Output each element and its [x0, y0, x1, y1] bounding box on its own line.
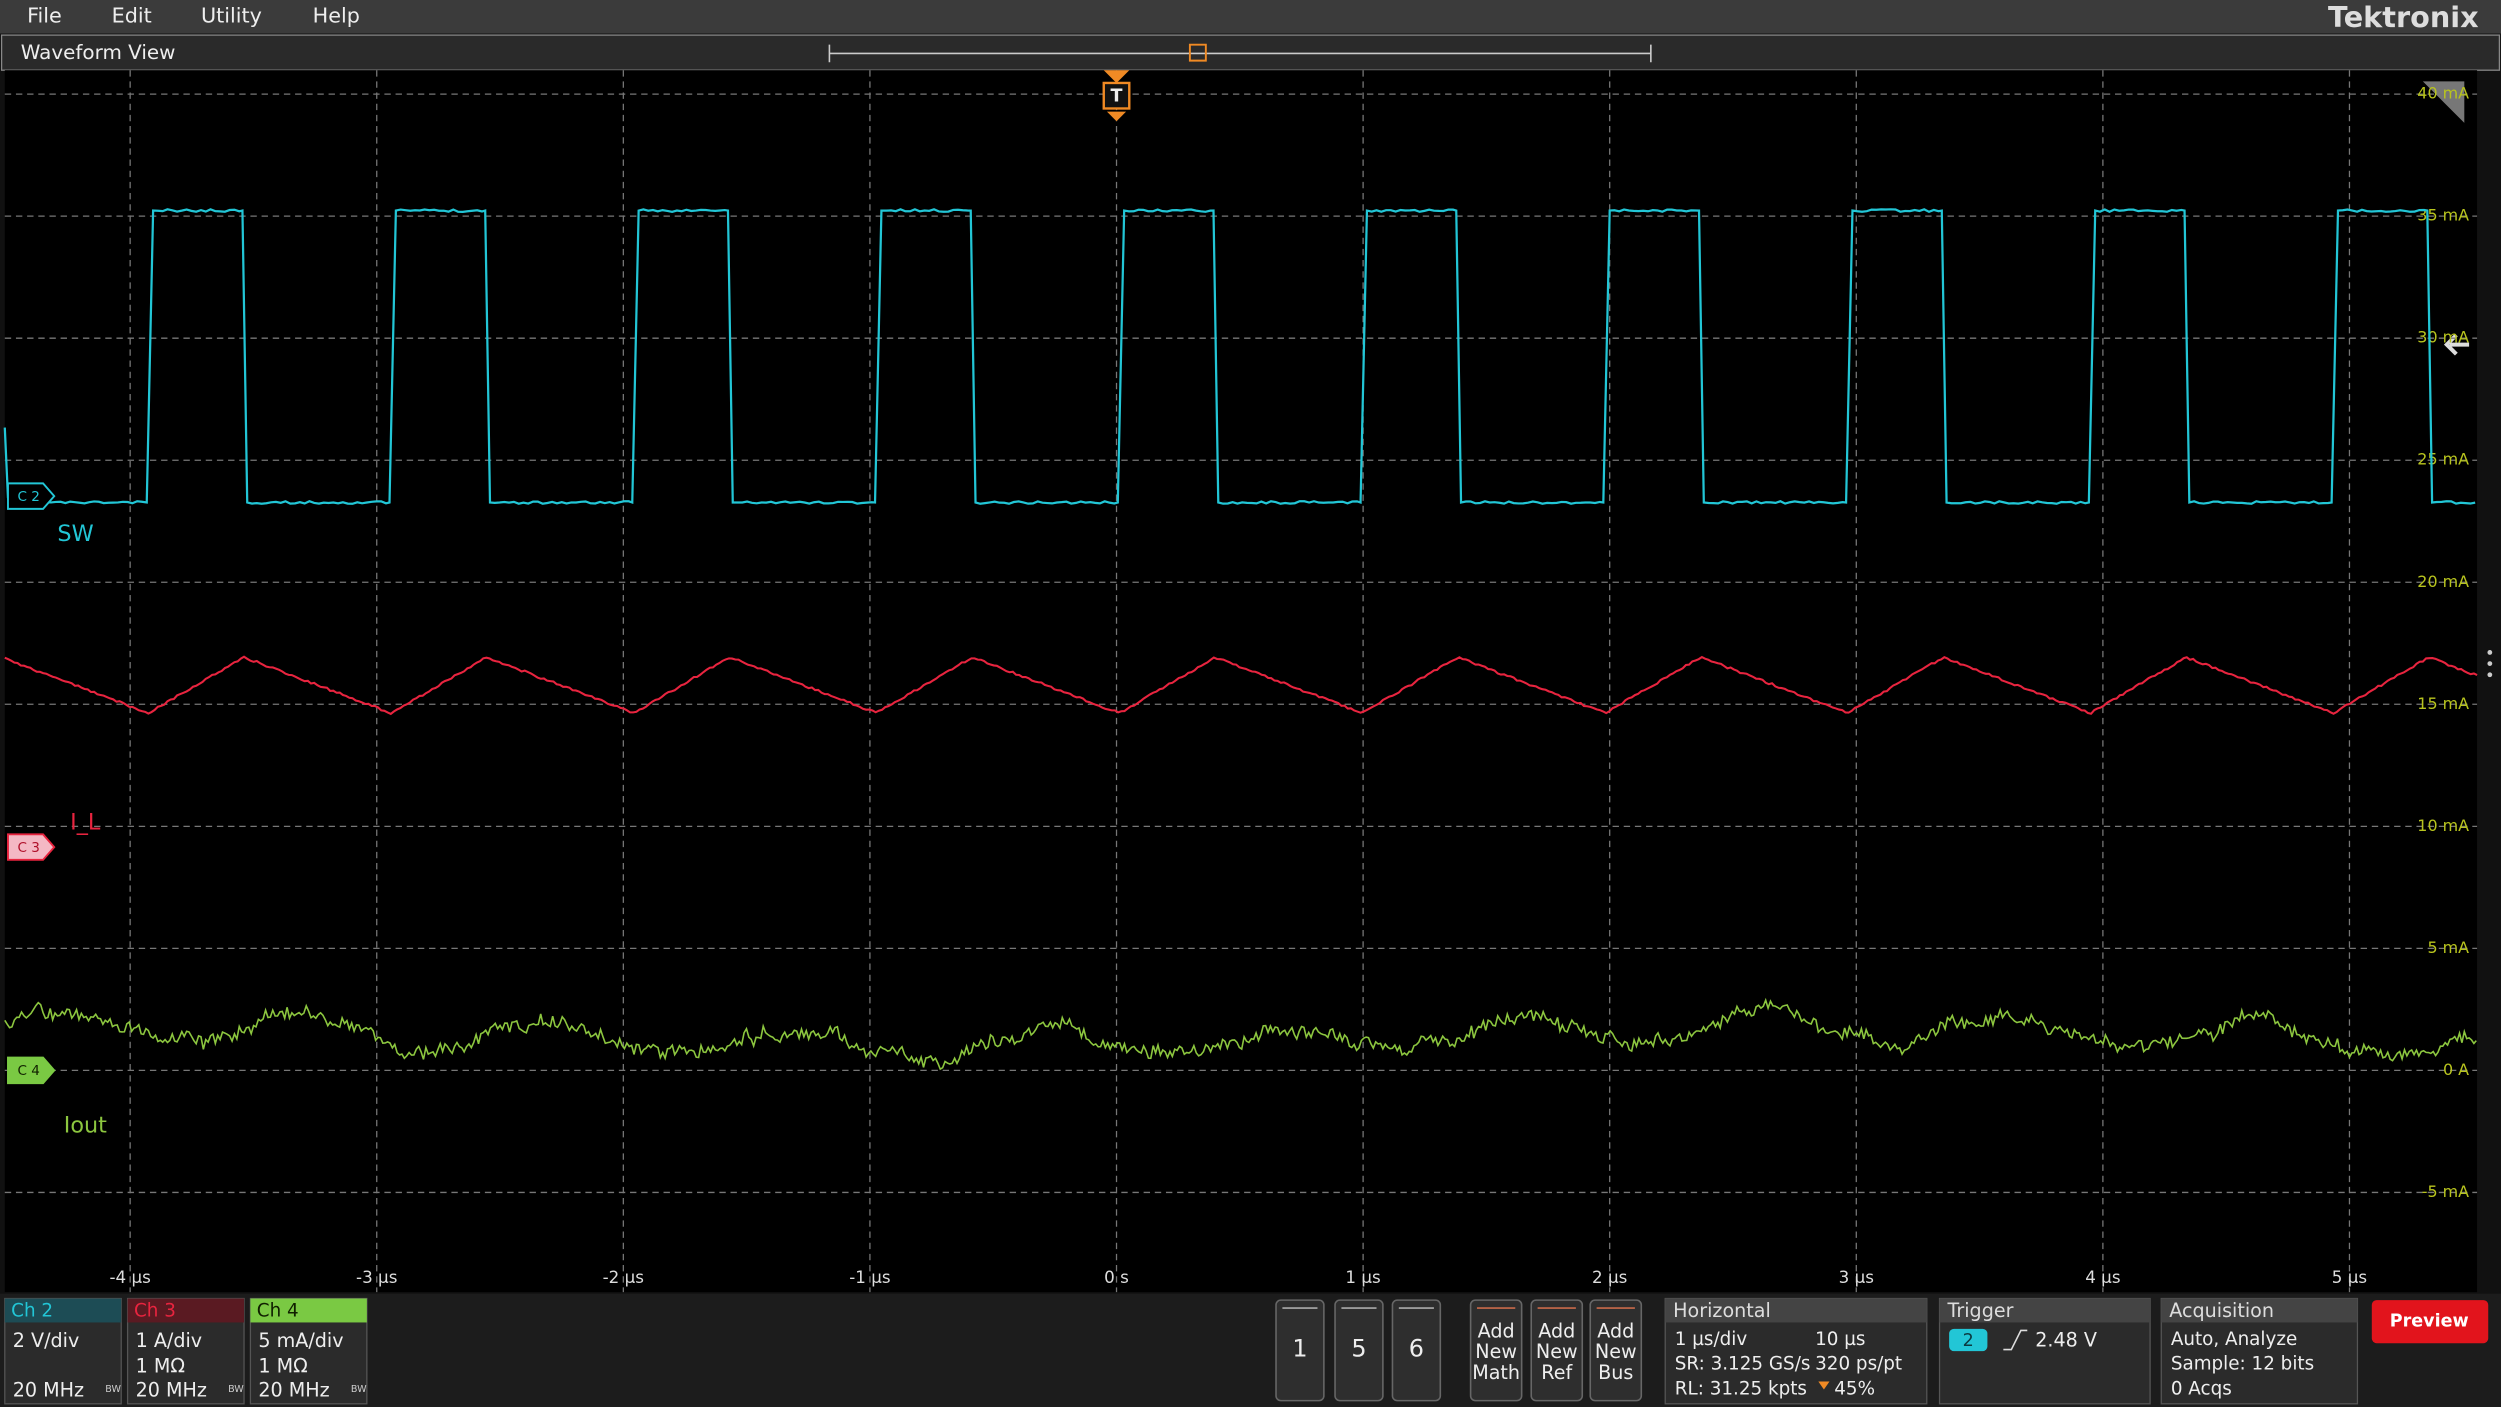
acquisition-value: Sample: 12 bits: [2171, 1354, 2314, 1375]
trigger-marker: T: [1111, 87, 1123, 107]
channel-name: SW: [57, 521, 93, 547]
dot: [2487, 650, 2492, 655]
add-button-label: Math: [1472, 1361, 1520, 1384]
badge-line: 20 MHz: [13, 1379, 84, 1402]
menu-item[interactable]: Utility: [201, 4, 262, 28]
menu-bar: [0, 0, 2501, 34]
y-label: 25 mA: [2417, 450, 2469, 469]
side-handle[interactable]: [2487, 650, 2492, 677]
add-button-label: Add: [1597, 1320, 1634, 1343]
badge-line: 20 MHz: [136, 1379, 207, 1402]
y-label: 35 mA: [2417, 206, 2469, 225]
horizontal-value: SR: 3.125 GS/s: [1675, 1354, 1811, 1375]
panel-title: Acquisition: [2169, 1299, 2274, 1322]
x-label: -2 µs: [603, 1267, 644, 1287]
x-label: 0 s: [1104, 1267, 1129, 1287]
x-label: 2 µs: [1592, 1267, 1627, 1287]
acquisition-value: Auto, Analyze: [2171, 1329, 2297, 1350]
badge-bw: BW: [105, 1384, 121, 1395]
preview-label: Preview: [2390, 1312, 2469, 1332]
add-button-label: New: [1595, 1340, 1637, 1363]
channel-marker-label: C 4: [18, 1063, 40, 1079]
x-label: -3 µs: [356, 1267, 397, 1287]
x-label: 3 µs: [1839, 1267, 1874, 1287]
horizontal-value: 45%: [1834, 1378, 1875, 1399]
y-label: -5 mA: [2422, 1182, 2469, 1201]
add-button-label: New: [1536, 1340, 1578, 1363]
horizontal-value: 320 ps/pt: [1815, 1354, 1902, 1375]
add-button-label: New: [1475, 1340, 1517, 1363]
y-label: 10 mA: [2417, 816, 2469, 835]
y-label: 30 mA: [2417, 328, 2469, 347]
channel-name: I_L: [70, 810, 101, 836]
view-title: Waveform View: [21, 41, 176, 64]
plot-area: [5, 70, 2477, 1292]
y-label: 0 A: [2443, 1060, 2469, 1079]
badge-line: 5 mA/div: [258, 1329, 343, 1352]
badge-line: 20 MHz: [258, 1379, 329, 1402]
add-button-label: Add: [1538, 1320, 1575, 1343]
trigger-level: 2.48 V: [2035, 1328, 2097, 1351]
acquisition-value: 0 Acqs: [2171, 1378, 2232, 1399]
menu-item[interactable]: File: [27, 4, 62, 28]
y-label: 5 mA: [2427, 938, 2469, 957]
add-button-label: Bus: [1598, 1361, 1633, 1384]
panel-title: Trigger: [1947, 1299, 2014, 1322]
horizontal-value: RL: 31.25 kpts: [1675, 1378, 1807, 1399]
horizontal-value: 10 µs: [1815, 1329, 1865, 1350]
x-label: -4 µs: [109, 1267, 150, 1287]
add-button-label: Add: [1478, 1320, 1515, 1343]
menu-item[interactable]: Help: [313, 4, 360, 28]
y-label: 15 mA: [2417, 694, 2469, 713]
x-label: 1 µs: [1345, 1267, 1380, 1287]
y-label: 20 mA: [2417, 572, 2469, 591]
badge-line: 1 MΩ: [258, 1355, 307, 1378]
brand-logo: Tektronix: [2328, 0, 2479, 34]
number-button-label: 5: [1351, 1335, 1366, 1363]
y-label: 40 mA: [2417, 84, 2469, 103]
badge-line: 1 A/div: [136, 1329, 203, 1352]
horizontal-value: 1 µs/div: [1675, 1329, 1748, 1350]
number-button-label: 6: [1409, 1335, 1424, 1363]
trigger-source: 2: [1963, 1331, 1974, 1351]
badge-line: 1 MΩ: [136, 1355, 185, 1378]
channel-marker-label: C 3: [18, 840, 40, 856]
x-label: 5 µs: [2332, 1267, 2367, 1287]
badge-bw: BW: [351, 1384, 367, 1395]
x-label: -1 µs: [849, 1267, 890, 1287]
add-button-label: Ref: [1541, 1361, 1573, 1384]
dot: [2487, 661, 2492, 666]
badge-bw: BW: [228, 1384, 244, 1395]
number-button-label: 1: [1292, 1335, 1307, 1363]
badge-title: Ch 2: [11, 1300, 53, 1321]
x-label: 4 µs: [2085, 1267, 2120, 1287]
menu-item[interactable]: Edit: [112, 4, 152, 28]
panel-title: Horizontal: [1673, 1299, 1771, 1322]
channel-name: Iout: [64, 1113, 107, 1139]
channel-marker-label: C 2: [18, 489, 40, 505]
dot: [2487, 672, 2492, 677]
badge-line: 2 V/div: [13, 1329, 80, 1352]
badge-title: Ch 4: [257, 1300, 299, 1321]
badge-title: Ch 3: [134, 1300, 176, 1321]
